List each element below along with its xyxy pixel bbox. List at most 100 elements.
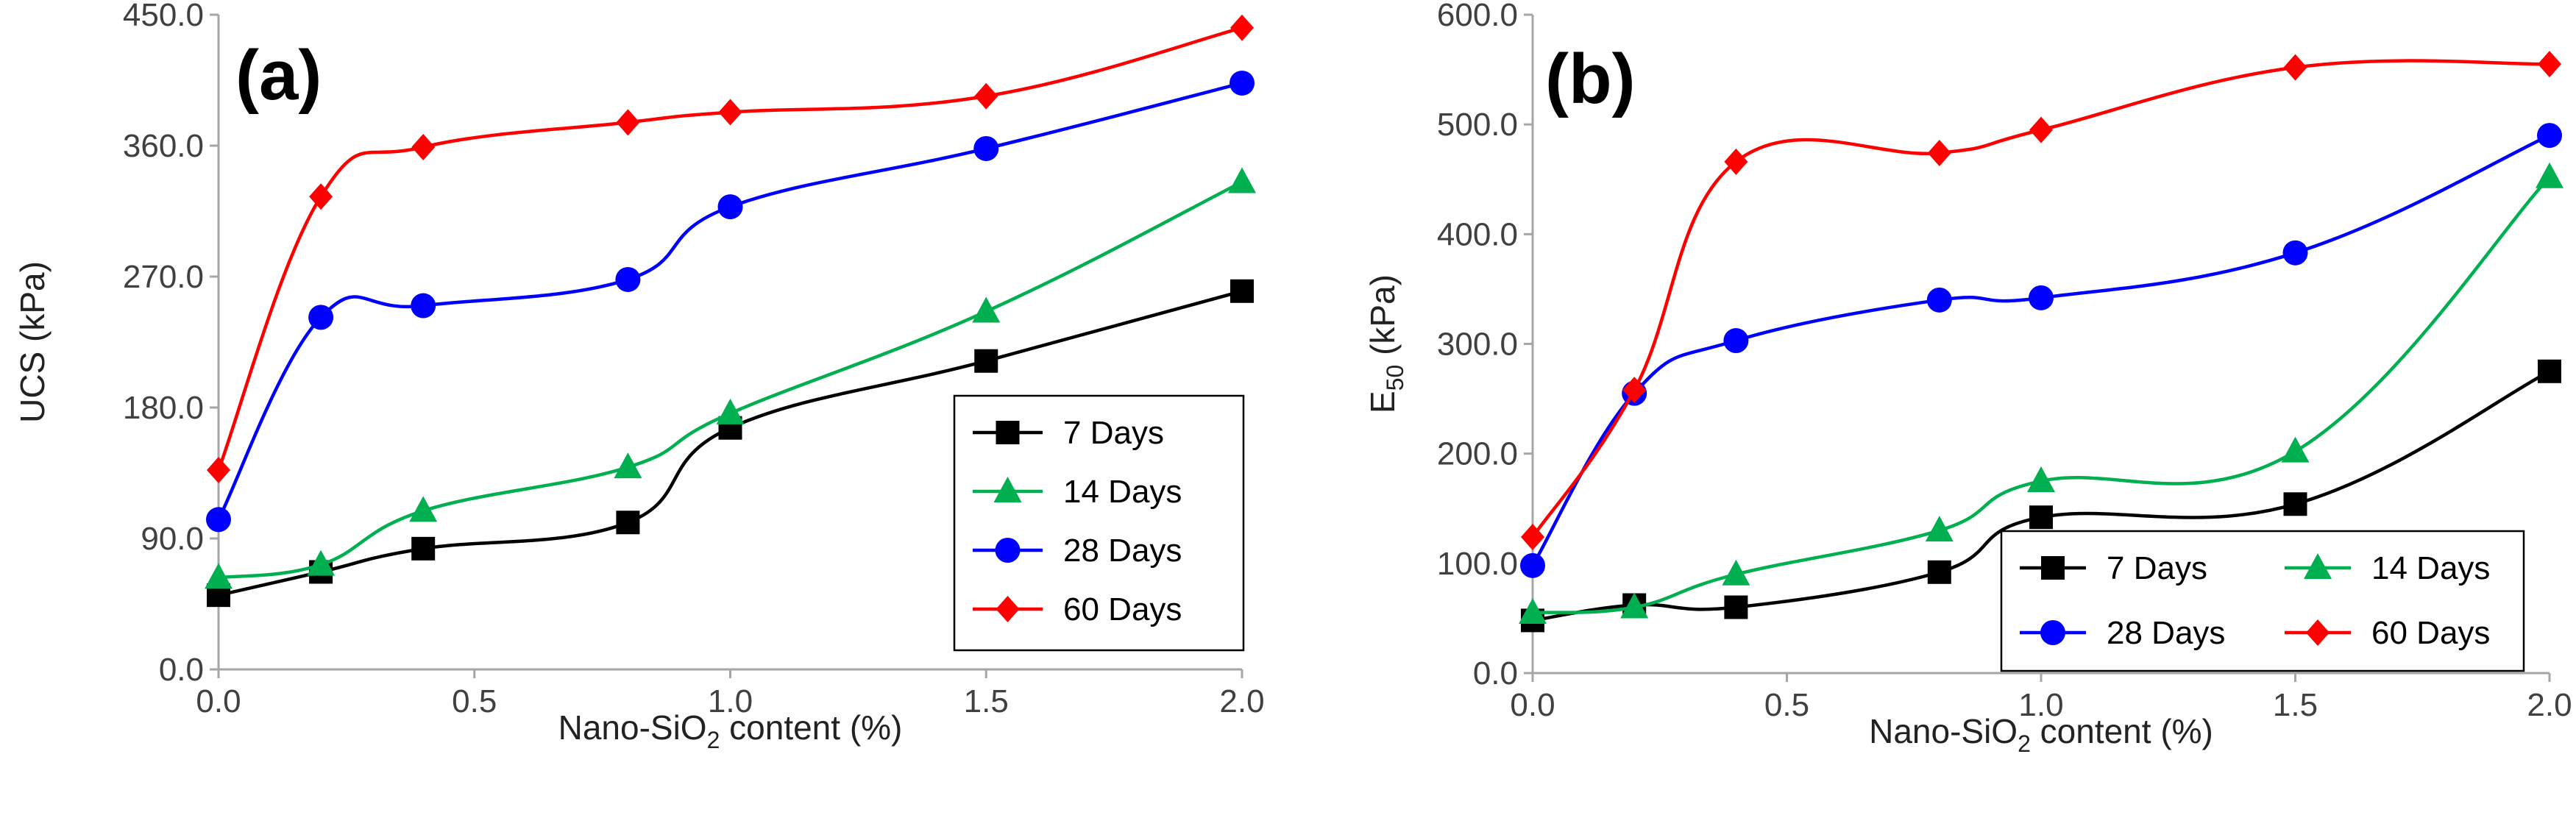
data-point (616, 511, 640, 535)
data-point (1230, 70, 1255, 96)
x-axis-title-subscript: 2 (707, 727, 720, 753)
y-tick-label: 400.0 (1437, 216, 1518, 252)
data-point (1724, 148, 1748, 175)
legend-item: 14 Days (2285, 550, 2490, 586)
x-axis-title-subscript: 2 (2018, 730, 2031, 757)
legend-marker (2040, 620, 2065, 645)
legend-item: 7 Days (2020, 550, 2207, 586)
data-point (615, 266, 641, 292)
y-tick-label: 600.0 (1437, 0, 1518, 33)
legend-item: 14 Days (973, 474, 1182, 510)
chart-1: 0.0 90.0 180.0 270.0 360.0 450.0 0.0 0.5 1.0 1.5 2… (13, 0, 1265, 753)
legend-item: 7 Days (973, 415, 1164, 451)
data-point (718, 99, 742, 126)
data-point (1622, 377, 1647, 404)
x-tick-label: 0.5 (1764, 687, 1809, 723)
data-point (974, 349, 998, 373)
x-tick-label: 0.0 (196, 683, 241, 719)
y-tick-label: 500.0 (1437, 107, 1518, 143)
y-tick-label: 100.0 (1437, 546, 1518, 582)
x-axis-title: Nano-SiO2 content (%) (1869, 712, 2213, 757)
legend-marker (995, 538, 1021, 563)
data-point (1620, 592, 1649, 619)
data-point (307, 550, 336, 576)
data-point (973, 135, 999, 161)
y-axis-title-main: E (1363, 391, 1402, 413)
series-28-days (206, 70, 1255, 533)
x-axis-title-rest: content (%) (2031, 712, 2213, 750)
x-tick-label: 2.0 (2527, 687, 2572, 723)
data-point (2538, 359, 2561, 383)
series-line (1532, 369, 2551, 622)
data-point (1927, 139, 1951, 166)
legend-item: 28 Days (973, 533, 1182, 569)
data-point (1521, 524, 1544, 551)
data-point (614, 452, 642, 479)
series-line (218, 289, 1243, 597)
legend-marker (996, 596, 1020, 622)
y-tick-label: 270.0 (123, 259, 204, 295)
legend-item: 28 Days (2020, 615, 2225, 651)
legend-marker (993, 477, 1022, 502)
y-tick-label: 360.0 (123, 128, 204, 164)
data-point (1519, 597, 1547, 624)
legend-label: 28 Days (2107, 615, 2225, 651)
x-axis-title: Nano-SiO2 content (%) (558, 708, 903, 753)
panel-label: (b) (1545, 40, 1636, 118)
data-point (716, 398, 745, 424)
x-tick-label: 1.5 (964, 683, 1009, 719)
legend-label: 7 Days (1063, 415, 1164, 451)
data-point (2282, 240, 2308, 266)
series-60-days (207, 14, 1254, 484)
legend-label: 28 Days (1063, 533, 1182, 569)
data-point (1228, 167, 1256, 193)
series-60-days (1521, 51, 2561, 551)
y-axis-title-subscript: 50 (1382, 365, 1408, 391)
x-tick-label: 2.0 (1219, 683, 1264, 719)
x-axis-title-main: Nano-SiO (1869, 712, 2018, 750)
x-tick-label: 1.5 (2273, 687, 2318, 723)
data-point (974, 82, 998, 110)
legend-label: 14 Days (2371, 550, 2490, 586)
series-line (218, 180, 1243, 580)
data-point (972, 296, 1001, 323)
data-point (1722, 559, 1750, 586)
y-axis-title: UCS (kPa) (13, 261, 52, 423)
legend-marker (2304, 553, 2332, 579)
data-point (2029, 285, 2054, 310)
y-axis-title-main: UCS (kPa) (13, 261, 52, 423)
legend-item: 60 Days (973, 591, 1182, 627)
data-point (1230, 279, 1254, 303)
legend-box (2000, 530, 2525, 672)
data-point (309, 183, 333, 210)
data-point (2281, 436, 2310, 463)
y-tick-label: 90.0 (141, 521, 204, 557)
legend: 7 Days 14 Days 28 Days 60 Days (2000, 530, 2525, 672)
data-point (1723, 328, 1749, 354)
data-point (2283, 54, 2307, 81)
y-tick-label: 180.0 (123, 390, 204, 426)
y-tick-label: 0.0 (159, 652, 204, 688)
series-7-days (207, 279, 1254, 608)
y-tick-label: 450.0 (123, 0, 204, 33)
data-point (207, 457, 230, 484)
data-point (1230, 14, 1254, 41)
data-point (411, 536, 436, 561)
series-line (1531, 134, 2550, 566)
data-point (2283, 492, 2307, 516)
legend-item: 60 Days (2285, 615, 2490, 651)
x-tick-label: 1.0 (708, 683, 753, 719)
y-axis-title: E50 (kPa) (1363, 274, 1408, 413)
data-point (1724, 595, 1748, 619)
legend-marker (996, 421, 1020, 444)
data-point (1926, 287, 1952, 313)
y-tick-label: 0.0 (1473, 655, 1518, 691)
y-axis-title-rest: (kPa) (1363, 274, 1402, 365)
legend-marker (2041, 556, 2065, 580)
data-point (308, 305, 334, 330)
data-point (717, 194, 743, 220)
data-point (411, 133, 436, 160)
data-point (1520, 552, 1545, 578)
data-point (206, 507, 231, 533)
data-point (205, 563, 233, 589)
